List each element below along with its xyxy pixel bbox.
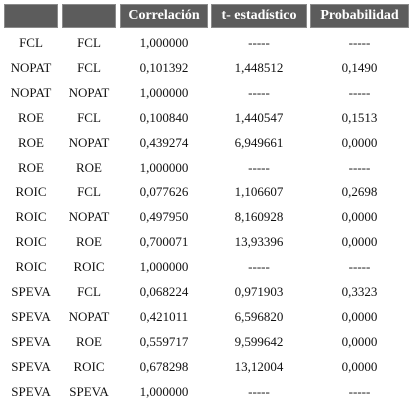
column-label: ROIC <box>73 259 105 275</box>
correlation: 1,000000 <box>139 383 189 399</box>
t-statistic: ----- <box>248 84 270 100</box>
column-label: FCL <box>77 109 101 125</box>
t-statistic: 6,596820 <box>234 308 284 324</box>
row-label: ROE <box>18 109 44 125</box>
probability: 0,3323 <box>341 284 378 299</box>
t-statistic: 6,949661 <box>234 134 284 150</box>
t-statistic: 1,106607 <box>234 184 284 200</box>
column-label: FCL <box>77 284 101 299</box>
probability: 0,2698 <box>341 184 378 200</box>
column-label: ROE <box>76 333 102 349</box>
t-statistic: ----- <box>248 159 270 175</box>
t-statistic: 13,93396 <box>234 234 284 250</box>
row-label: ROIC <box>15 259 47 275</box>
t-statistic: ----- <box>248 259 270 275</box>
correlation: 0,421011 <box>139 308 189 324</box>
probability: 0,0000 <box>341 358 378 374</box>
correlation: 0,101392 <box>139 59 189 75</box>
correlation: 0,439274 <box>139 134 189 150</box>
probability: ----- <box>348 259 371 275</box>
row-label: ROIC <box>15 184 47 200</box>
correlation: 0,678298 <box>139 358 189 374</box>
correlation: 1,000000 <box>139 84 189 100</box>
probability: 0,1513 <box>341 109 378 125</box>
probability: 0,1490 <box>341 59 378 75</box>
row-label: ROE <box>18 159 44 175</box>
row-label: SPEVA <box>11 308 51 324</box>
correlation: 0,700071 <box>139 234 189 250</box>
column-label: NOPAT <box>68 209 110 225</box>
header-cell <box>4 4 58 28</box>
t-statistic: ----- <box>248 383 270 399</box>
probability: 0,0000 <box>341 134 378 150</box>
column-label: ROE <box>76 234 102 250</box>
row-label: ROIC <box>15 209 47 225</box>
probability: ----- <box>348 84 371 100</box>
correlation: 0,497950 <box>139 209 189 225</box>
header-cell <box>62 4 116 28</box>
probability: 0,0000 <box>341 333 378 349</box>
t-statistic: 13,12004 <box>234 358 284 374</box>
row-label: SPEVA <box>11 333 51 349</box>
correlation: 0,077626 <box>139 184 189 200</box>
column-label: NOPAT <box>68 308 110 324</box>
row-label: ROE <box>18 134 44 150</box>
column-header: Probabilidad <box>310 4 409 28</box>
column-label: ROE <box>76 159 102 175</box>
column-label: FCL <box>77 184 101 200</box>
t-statistic: ----- <box>248 35 270 50</box>
probability: ----- <box>348 35 371 50</box>
column-header: t- estadístico <box>211 4 307 28</box>
column-label: NOPAT <box>68 134 110 150</box>
t-statistic: 9,599642 <box>234 333 284 349</box>
row-label: FCL <box>19 35 43 50</box>
column-header: Correlación <box>120 4 208 28</box>
probability: ----- <box>348 383 371 399</box>
column-label: NOPAT <box>68 84 110 100</box>
row-label: NOPAT <box>10 84 52 100</box>
probability: ----- <box>348 159 371 175</box>
probability: 0,0000 <box>341 308 378 324</box>
row-label: ROIC <box>15 234 47 250</box>
t-statistic: 0,971903 <box>234 284 284 299</box>
correlation: 1,000000 <box>139 35 189 50</box>
correlation: 0,559717 <box>139 333 189 349</box>
row-label: NOPAT <box>10 59 52 75</box>
correlation: 0,068224 <box>139 284 189 299</box>
row-label: SPEVA <box>11 383 51 399</box>
correlation: 0,100840 <box>139 109 189 125</box>
t-statistic: 1,440547 <box>234 109 284 125</box>
column-label: ROIC <box>73 358 105 374</box>
row-label: SPEVA <box>11 358 51 374</box>
column-label: FCL <box>77 59 101 75</box>
correlation: 1,000000 <box>139 259 189 275</box>
probability: 0,0000 <box>341 209 378 225</box>
correlation: 1,000000 <box>139 159 189 175</box>
t-statistic: 1,448512 <box>234 59 284 75</box>
t-statistic: 8,160928 <box>234 209 284 225</box>
row-label: SPEVA <box>11 284 51 299</box>
column-label: SPEVA <box>69 383 109 399</box>
column-label: FCL <box>77 35 101 50</box>
probability: 0,0000 <box>341 234 378 250</box>
